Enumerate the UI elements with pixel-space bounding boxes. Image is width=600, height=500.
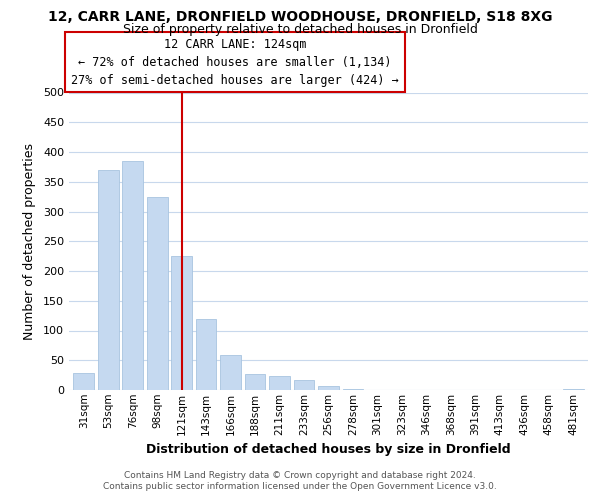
X-axis label: Distribution of detached houses by size in Dronfield: Distribution of detached houses by size … — [146, 443, 511, 456]
Bar — [122, 161, 143, 390]
Text: 12 CARR LANE: 124sqm
← 72% of detached houses are smaller (1,134)
27% of semi-de: 12 CARR LANE: 124sqm ← 72% of detached h… — [71, 38, 399, 86]
Bar — [293, 380, 314, 390]
Bar — [318, 386, 339, 390]
Bar — [269, 376, 290, 390]
Bar — [73, 374, 94, 390]
Bar — [563, 389, 584, 390]
Bar — [147, 196, 167, 390]
Bar — [171, 256, 192, 390]
Text: Contains HM Land Registry data © Crown copyright and database right 2024.: Contains HM Land Registry data © Crown c… — [124, 471, 476, 480]
Bar — [98, 170, 119, 390]
Text: Size of property relative to detached houses in Dronfield: Size of property relative to detached ho… — [122, 22, 478, 36]
Text: 12, CARR LANE, DRONFIELD WOODHOUSE, DRONFIELD, S18 8XG: 12, CARR LANE, DRONFIELD WOODHOUSE, DRON… — [48, 10, 552, 24]
Bar — [220, 356, 241, 390]
Bar — [245, 374, 265, 390]
Y-axis label: Number of detached properties: Number of detached properties — [23, 143, 36, 340]
Text: Contains public sector information licensed under the Open Government Licence v3: Contains public sector information licen… — [103, 482, 497, 491]
Bar — [196, 318, 217, 390]
